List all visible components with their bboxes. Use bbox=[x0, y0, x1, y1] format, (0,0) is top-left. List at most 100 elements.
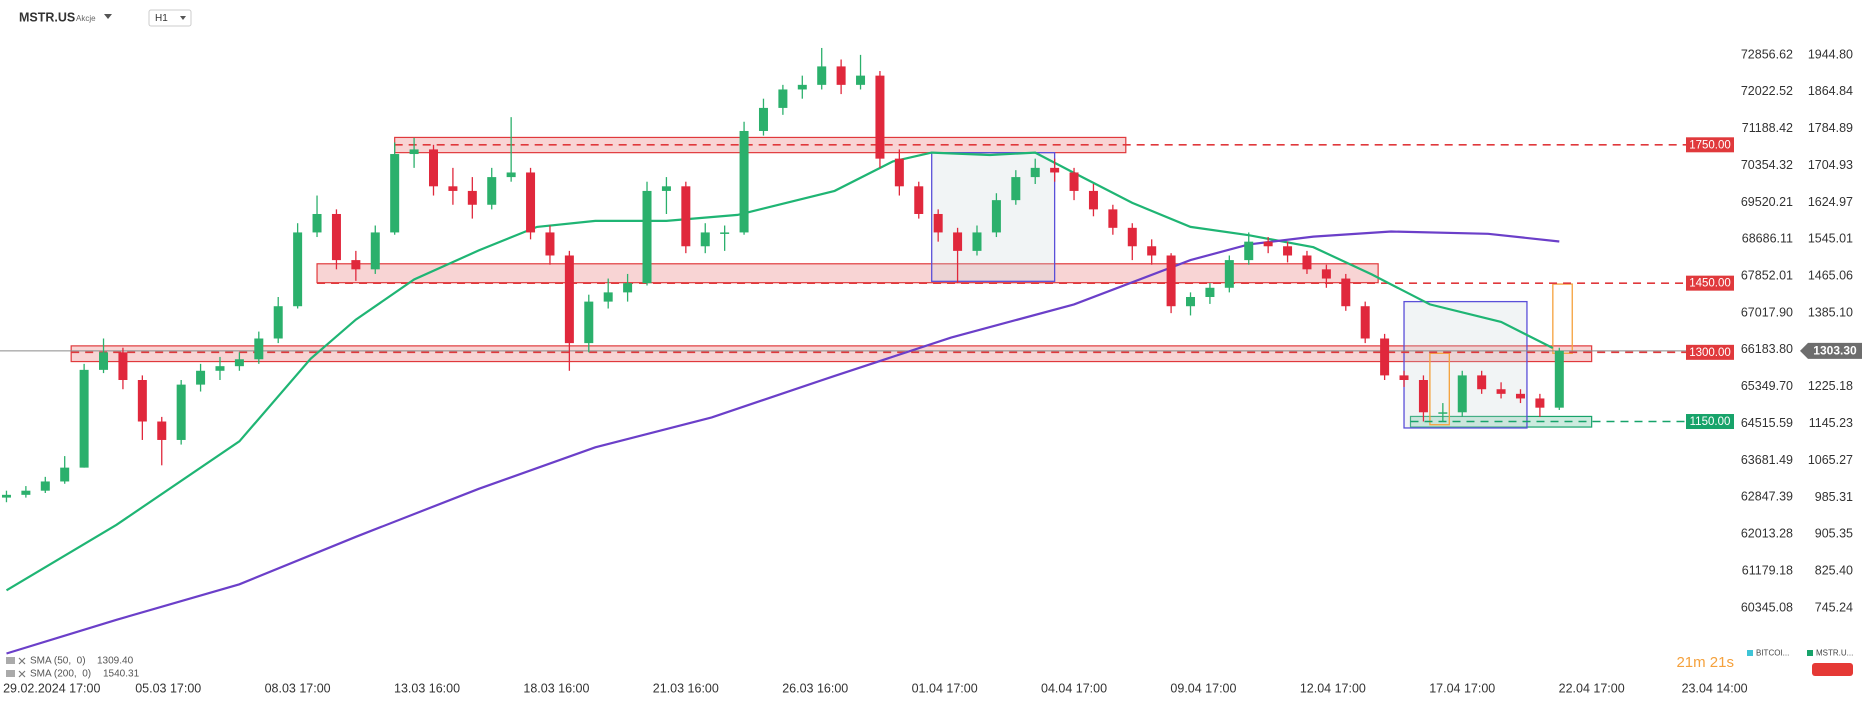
candle-body bbox=[1302, 255, 1312, 270]
candle-body bbox=[1224, 260, 1234, 288]
y2-tick-label: 67017.90 bbox=[1741, 305, 1793, 319]
timeframe[interactable]: H1 bbox=[155, 13, 168, 24]
x-tick-label: 09.04 17:00 bbox=[1170, 681, 1236, 695]
y-tick-label: 825.40 bbox=[1815, 564, 1853, 578]
candle-body bbox=[273, 306, 283, 339]
candle-body bbox=[661, 186, 671, 191]
analysis-box bbox=[1429, 352, 1450, 426]
candle-body bbox=[1244, 241, 1254, 261]
level-label: 1300.00 bbox=[1689, 347, 1731, 359]
level-label-box bbox=[1686, 344, 1734, 360]
legend-close bbox=[18, 670, 26, 678]
candle-body bbox=[1418, 380, 1428, 413]
x-tick-label: 05.03 17:00 bbox=[135, 681, 201, 695]
y2-tick-label: 71188.42 bbox=[1742, 121, 1793, 135]
candle-body bbox=[487, 177, 497, 205]
y-tick-label: 1704.93 bbox=[1808, 158, 1853, 172]
plot-area bbox=[0, 47, 1734, 655]
candle-body bbox=[817, 66, 827, 85]
x-tick-label: 23.04 14:00 bbox=[1682, 681, 1748, 695]
candle-body bbox=[448, 186, 458, 191]
countdown: 21m 21s bbox=[1676, 654, 1734, 671]
x-tick-label: 26.03 16:00 bbox=[782, 681, 848, 695]
candle-body bbox=[972, 232, 982, 251]
y-tick-label: 745.24 bbox=[1815, 600, 1853, 614]
level-label-box bbox=[1686, 275, 1734, 291]
y2-tick-label: 61179.18 bbox=[1742, 563, 1793, 577]
compare-swatch bbox=[1807, 650, 1813, 656]
candle-body bbox=[1030, 167, 1040, 178]
last-price-tag bbox=[1800, 342, 1862, 359]
x-tick-label: 29.02.2024 17:00 bbox=[3, 681, 100, 695]
candle-body bbox=[176, 384, 186, 440]
compare-name: MSTR.U... bbox=[1816, 649, 1853, 658]
y2-tick-label: 62847.39 bbox=[1741, 490, 1793, 504]
candle-body bbox=[467, 190, 477, 205]
sma-line bbox=[6, 230, 1560, 655]
legend-close bbox=[18, 657, 26, 665]
candle-body bbox=[312, 213, 322, 233]
timeframe-dropdown[interactable] bbox=[180, 16, 186, 20]
symbol[interactable]: MSTR.US bbox=[19, 10, 75, 24]
candle-body bbox=[1186, 296, 1196, 307]
level-label-box bbox=[1686, 137, 1734, 153]
candle-body bbox=[526, 172, 536, 233]
candle-body bbox=[584, 301, 594, 344]
candle-body bbox=[118, 352, 128, 381]
candle-body bbox=[1263, 241, 1273, 247]
candle-body bbox=[1535, 398, 1545, 408]
y2-tick-label: 68686.11 bbox=[1742, 232, 1793, 246]
x-tick-label: 22.04 17:00 bbox=[1559, 681, 1625, 695]
y2-tick-label: 67852.01 bbox=[1741, 268, 1793, 282]
zone bbox=[316, 263, 1379, 284]
legend-icon bbox=[6, 670, 15, 677]
candle-body bbox=[1477, 375, 1487, 390]
candle-body bbox=[390, 154, 400, 233]
candle-body bbox=[720, 232, 730, 234]
timeframe-button[interactable] bbox=[148, 9, 192, 27]
candle-body bbox=[157, 421, 167, 440]
action-button[interactable] bbox=[1812, 663, 1853, 676]
candle-body bbox=[1127, 227, 1137, 247]
candle-body bbox=[1399, 375, 1409, 381]
symbol-dropdown[interactable] bbox=[104, 14, 112, 19]
candle-body bbox=[331, 213, 341, 261]
y2-tick-label: 63681.49 bbox=[1741, 453, 1793, 467]
y2-tick-label: 62013.28 bbox=[1741, 527, 1793, 541]
y-tick-label: 1864.84 bbox=[1808, 84, 1853, 98]
candle-body bbox=[1108, 209, 1118, 228]
candle-body bbox=[60, 467, 70, 482]
candle-body bbox=[1069, 172, 1079, 191]
y-tick-label: 905.35 bbox=[1815, 527, 1853, 541]
y2-tick-label: 70354.32 bbox=[1741, 158, 1793, 172]
candle-body bbox=[758, 107, 768, 131]
candle-body bbox=[1147, 246, 1157, 256]
candle-body bbox=[21, 490, 31, 495]
candle-body bbox=[234, 359, 244, 367]
y-tick-label: 1465.06 bbox=[1808, 269, 1853, 283]
x-tick-label: 17.04 17:00 bbox=[1429, 681, 1495, 695]
level-label-box bbox=[1686, 414, 1734, 430]
y-tick-label: 1385.10 bbox=[1808, 305, 1853, 319]
candle-body bbox=[564, 255, 574, 344]
last-price-label: 1303.30 bbox=[1813, 343, 1857, 357]
y-tick-label: 1624.97 bbox=[1808, 195, 1853, 209]
candle-body bbox=[40, 481, 50, 491]
candle-body bbox=[351, 260, 361, 270]
x-tick-label: 08.03 17:00 bbox=[265, 681, 331, 695]
x-tick-label: 12.04 17:00 bbox=[1300, 681, 1366, 695]
candle-body bbox=[1438, 412, 1448, 414]
candle-body bbox=[215, 366, 225, 371]
candle-body bbox=[1166, 255, 1176, 307]
candle-body bbox=[545, 232, 555, 256]
candle-body bbox=[1011, 177, 1021, 201]
candle-body bbox=[700, 232, 710, 247]
x-tick-label: 18.03 16:00 bbox=[523, 681, 589, 695]
candle-body bbox=[797, 84, 807, 90]
y-tick-label: 1784.89 bbox=[1808, 121, 1853, 135]
sma-line bbox=[5, 151, 1554, 592]
y-tick-label: 1145.23 bbox=[1809, 416, 1853, 430]
y-tick-label: 1225.18 bbox=[1808, 379, 1853, 393]
